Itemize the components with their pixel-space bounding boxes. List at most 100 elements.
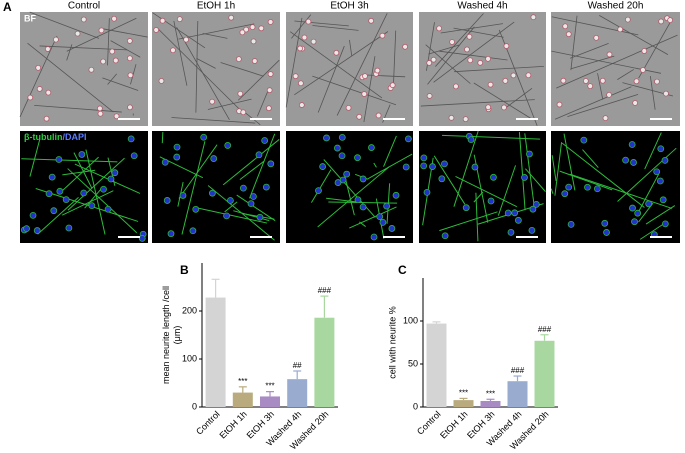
nucleus <box>104 205 112 213</box>
cell <box>599 77 606 84</box>
nucleus <box>227 197 234 204</box>
nucleus <box>224 142 232 149</box>
nucleus <box>392 191 400 199</box>
nucleus <box>80 189 88 197</box>
nucleus <box>78 151 86 158</box>
neurite <box>649 76 656 110</box>
y-tick-label: 50 <box>408 358 418 368</box>
neurite <box>29 11 100 39</box>
nucleus <box>529 205 537 213</box>
neurite <box>570 15 578 71</box>
bar <box>480 400 501 407</box>
cell <box>228 14 235 21</box>
cell <box>45 89 52 96</box>
cell <box>426 93 433 99</box>
cell <box>487 81 494 88</box>
nucleus <box>467 136 475 144</box>
cell <box>345 104 352 111</box>
neurite <box>550 188 554 194</box>
cell <box>374 67 381 74</box>
cell <box>237 90 244 97</box>
cell <box>485 55 491 62</box>
neurite <box>84 188 102 209</box>
nucleus <box>659 196 667 204</box>
cell <box>292 73 299 80</box>
nucleus <box>402 163 410 171</box>
bf-image <box>551 12 680 126</box>
bar <box>287 379 308 407</box>
nucleus <box>210 155 218 162</box>
cell <box>111 15 118 22</box>
neurite <box>312 75 397 106</box>
nucleus <box>315 187 322 194</box>
neurite <box>100 28 148 38</box>
nucleus <box>267 160 275 168</box>
neurite <box>236 194 276 222</box>
cell <box>96 105 103 112</box>
cell <box>126 55 133 62</box>
cell <box>35 64 42 71</box>
neurite <box>249 133 276 199</box>
neurite <box>66 17 137 52</box>
nucleus <box>420 162 428 170</box>
cell <box>27 94 34 101</box>
nucleus <box>45 190 53 198</box>
cell <box>183 36 190 43</box>
nucleus <box>565 183 573 191</box>
neurite <box>636 174 660 215</box>
nucleus <box>343 170 351 178</box>
nucleus <box>521 174 528 181</box>
neurite <box>178 144 218 199</box>
neurite <box>317 45 345 113</box>
nucleus <box>359 175 367 183</box>
cell <box>333 49 340 56</box>
nucleus <box>438 175 446 183</box>
bf-image <box>20 12 148 126</box>
cell <box>235 56 242 63</box>
significance: *** <box>265 382 274 391</box>
nucleus <box>471 163 479 171</box>
nucleus <box>359 203 367 211</box>
nucleus <box>514 216 522 224</box>
nucleus <box>127 135 135 143</box>
bar <box>534 340 555 407</box>
neurite <box>383 135 397 167</box>
cell <box>267 71 274 77</box>
neurite <box>233 210 270 222</box>
cell <box>100 58 107 65</box>
cell <box>485 104 492 111</box>
neurite <box>439 50 508 61</box>
nucleus <box>130 152 138 160</box>
neurite <box>569 173 673 209</box>
neurite <box>291 14 312 39</box>
neurite <box>107 73 117 85</box>
cell <box>658 18 664 25</box>
neurite <box>455 175 518 208</box>
cell <box>74 30 81 37</box>
neurite <box>392 30 397 88</box>
nucleus <box>250 193 257 200</box>
cell <box>368 17 375 24</box>
neurite <box>107 157 116 186</box>
nucleus <box>603 229 610 236</box>
nucleus <box>261 137 269 144</box>
cell <box>565 31 572 38</box>
nucleus <box>584 183 591 191</box>
nucleus <box>628 141 636 148</box>
cell <box>640 67 646 73</box>
neurite <box>349 39 353 56</box>
y-tick-label: 100 <box>182 353 197 363</box>
cell <box>301 34 308 41</box>
neurite <box>433 21 515 83</box>
cell <box>249 24 256 30</box>
neurite <box>645 205 676 225</box>
cell <box>153 27 160 33</box>
neurite <box>554 142 563 196</box>
neurite <box>181 141 206 235</box>
nucleus <box>48 173 56 181</box>
nucleus <box>593 185 601 193</box>
neurite <box>570 55 615 70</box>
bar <box>260 396 280 407</box>
significance: *** <box>238 377 247 386</box>
neurite <box>21 158 118 163</box>
